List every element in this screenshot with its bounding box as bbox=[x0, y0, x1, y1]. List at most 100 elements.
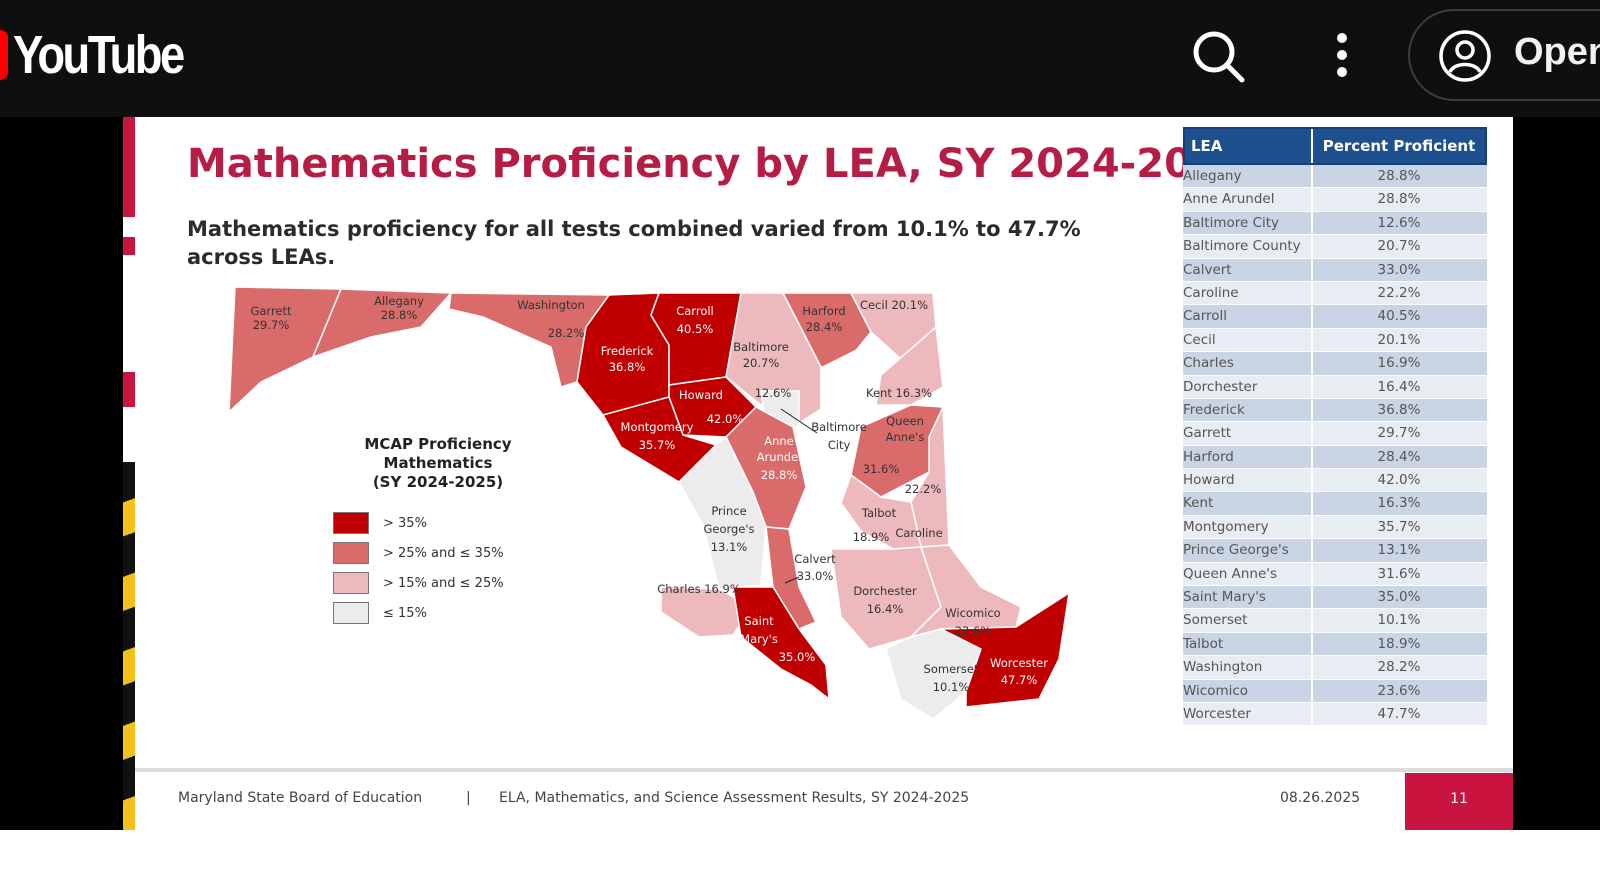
cell-lea: Caroline bbox=[1183, 281, 1313, 305]
map-label-washington: Washington 28.2% bbox=[517, 298, 585, 340]
map-label-talbot: Talbot bbox=[861, 506, 897, 520]
more-vert-icon bbox=[1337, 33, 1347, 77]
county-saint-marys bbox=[732, 586, 830, 701]
legend-swatch bbox=[333, 602, 369, 624]
map-label-carroll: Carroll 40.5% bbox=[676, 304, 714, 336]
open-app-button[interactable]: Open bbox=[1408, 9, 1600, 101]
table-row: Frederick 36.8% bbox=[1183, 398, 1487, 423]
legend-swatch bbox=[333, 512, 369, 534]
search-button[interactable] bbox=[1188, 26, 1248, 86]
leader-line bbox=[784, 576, 800, 584]
video-player[interactable]: Mathematics Proficiency by LEA, SY 2024-… bbox=[0, 117, 1600, 830]
map-label-wicomico: Wicomico 23.6% bbox=[945, 606, 1000, 638]
map-label-allegany: Allegany 28.8% bbox=[374, 294, 424, 322]
slide-decorative-stripes bbox=[123, 462, 135, 830]
legend-label: ≤ 15% bbox=[383, 605, 427, 621]
county-prince-georges bbox=[678, 435, 767, 590]
legend-swatch bbox=[333, 542, 369, 564]
chesapeake-bay bbox=[789, 427, 861, 587]
table-row: Montgomery 35.7% bbox=[1183, 515, 1487, 540]
cell-lea: Allegany bbox=[1183, 165, 1313, 188]
table-row: Baltimore County 20.7% bbox=[1183, 235, 1487, 259]
slide-title: Mathematics Proficiency by LEA, SY 2024-… bbox=[187, 141, 1248, 187]
map-label-charles: Charles 16.9% bbox=[657, 582, 741, 596]
table-row: Carroll 40.5% bbox=[1183, 305, 1487, 329]
map-label-prince-georges: Prince George's 13.1% bbox=[703, 504, 754, 554]
table-row: Talbot 18.9% bbox=[1183, 632, 1487, 657]
map-label-baltimore: Baltimore 20.7% bbox=[733, 340, 789, 370]
cell-lea: Saint Mary's bbox=[1183, 586, 1313, 609]
slide-subtitle: Mathematics proficiency for all tests co… bbox=[187, 217, 1081, 269]
more-options-button[interactable] bbox=[1322, 26, 1362, 86]
map-label-cecil: Cecil 20.1% bbox=[860, 298, 928, 312]
cell-percent: 16.3% bbox=[1377, 495, 1421, 512]
map-legend: MCAP Proficiency Mathematics (SY 2024-20… bbox=[333, 435, 543, 628]
cell-percent: 40.5% bbox=[1377, 308, 1421, 325]
table-row: Worcester 47.7% bbox=[1183, 702, 1487, 727]
table-row: Anne Arundel 28.8% bbox=[1183, 188, 1487, 212]
table-row: Washington 28.2% bbox=[1183, 656, 1487, 680]
cell-lea: Howard bbox=[1183, 469, 1313, 492]
map-label-frederick: Frederick 36.8% bbox=[601, 344, 654, 374]
cell-lea: Somerset bbox=[1183, 609, 1313, 632]
map-label-kent: Kent 16.3% bbox=[866, 386, 932, 400]
column-header-percent: Percent Proficient bbox=[1322, 137, 1476, 155]
map-label-caroline: Caroline bbox=[895, 526, 942, 540]
slide-accent-bar bbox=[123, 237, 135, 255]
map-label-dorchester: Dorchester 16.4% bbox=[853, 584, 917, 616]
cell-lea: Prince George's bbox=[1183, 539, 1313, 562]
map-label-montgomery: Montgomery 35.7% bbox=[621, 420, 694, 452]
map-label-baltimore-city-value: 12.6% bbox=[755, 386, 792, 400]
map-label-baltimore-city: Baltimore City bbox=[811, 420, 867, 452]
table-row: Kent 16.3% bbox=[1183, 492, 1487, 516]
legend-title-line: (SY 2024-2025) bbox=[372, 473, 504, 491]
table-body: Allegany 28.8% Anne Arundel 28.8% Baltimore … bbox=[1183, 165, 1487, 727]
cell-percent: 18.9% bbox=[1377, 635, 1421, 652]
map-label-saint-marys: Saint Mary's35.0% bbox=[740, 614, 815, 664]
cell-percent: 36.8% bbox=[1377, 401, 1421, 418]
legend-item: ≤ 15% bbox=[333, 598, 543, 628]
proficiency-table: LEA Percent Proficient Allegany 28.8% Anne… bbox=[1183, 127, 1487, 727]
table-row: Harford 28.4% bbox=[1183, 445, 1487, 470]
map-label-anne-arundel: Anne Arundel 28.8% bbox=[757, 434, 802, 482]
cell-percent: 42.0% bbox=[1377, 472, 1421, 489]
page-number-box: 11 bbox=[1405, 773, 1513, 830]
cell-percent: 23.6% bbox=[1377, 682, 1421, 699]
table-header: LEA Percent Proficient bbox=[1183, 127, 1487, 165]
cell-percent: 20.7% bbox=[1377, 238, 1421, 255]
map-label-talbot-value: 18.9% bbox=[853, 530, 890, 544]
cell-percent: 31.6% bbox=[1377, 565, 1421, 582]
table-row: Somerset 10.1% bbox=[1183, 609, 1487, 633]
cell-percent: 47.7% bbox=[1377, 705, 1421, 722]
cell-lea: Garrett bbox=[1183, 422, 1313, 445]
cell-percent: 16.9% bbox=[1377, 355, 1421, 372]
footer-deck-title: ELA, Mathematics, and Science Assessment… bbox=[499, 790, 970, 806]
cell-lea: Charles bbox=[1183, 352, 1313, 375]
table-row: Prince George's 13.1% bbox=[1183, 539, 1487, 563]
cell-percent: 33.0% bbox=[1377, 261, 1421, 278]
legend-swatch bbox=[333, 572, 369, 594]
slide-accent-bar bbox=[123, 117, 135, 217]
footer-divider bbox=[135, 768, 1513, 772]
youtube-logo-icon[interactable] bbox=[0, 30, 8, 80]
footer-date: 08.26.2025 bbox=[1280, 790, 1361, 806]
cell-lea: Baltimore County bbox=[1183, 235, 1313, 258]
table-row: Calvert 33.0% bbox=[1183, 258, 1487, 282]
cell-percent: 10.1% bbox=[1377, 612, 1421, 629]
table-row: Wicomico 23.6% bbox=[1183, 679, 1487, 703]
county-garrett bbox=[228, 287, 343, 414]
legend-title: MCAP Proficiency Mathematics (SY 2024-20… bbox=[333, 435, 543, 492]
map-label-queen-annes-value: 31.6% bbox=[863, 462, 900, 476]
chesapeake-bay-upper bbox=[821, 347, 881, 427]
cell-percent: 28.8% bbox=[1377, 168, 1421, 184]
map-label-calvert: Calvert 33.0% bbox=[794, 552, 836, 583]
county-allegany bbox=[311, 288, 453, 359]
cell-percent: 28.2% bbox=[1377, 659, 1421, 676]
youtube-logo-text[interactable]: YouTube bbox=[13, 25, 185, 85]
cell-lea: Harford bbox=[1183, 445, 1313, 469]
cell-percent: 28.8% bbox=[1377, 191, 1421, 208]
legend-title-line: Mathematics bbox=[383, 454, 493, 472]
cell-lea: Washington bbox=[1183, 656, 1313, 679]
cell-lea: Cecil bbox=[1183, 328, 1313, 352]
legend-label: > 35% bbox=[383, 515, 427, 531]
